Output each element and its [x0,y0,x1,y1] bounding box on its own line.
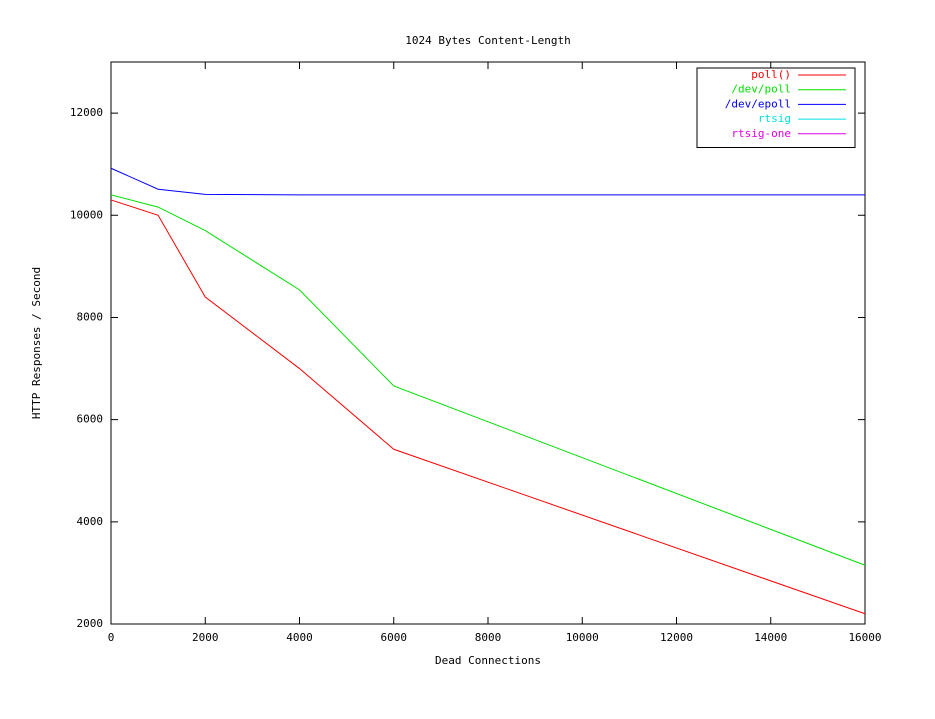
y-tick-label: 12000 [70,106,103,119]
y-tick-label: 4000 [77,515,104,528]
x-tick-label: 2000 [192,631,219,644]
x-axis-label: Dead Connections [435,654,541,667]
y-tick-label: 6000 [77,413,104,426]
legend-label: poll() [751,68,791,81]
y-tick-label: 10000 [70,208,103,221]
legend-label: /dev/poll [731,83,791,96]
x-tick-label: 8000 [475,631,502,644]
x-tick-label: 16000 [848,631,881,644]
y-tick-label: 2000 [77,617,104,630]
y-axis-label: HTTP Responses / Second [30,267,43,419]
x-tick-label: 4000 [286,631,313,644]
x-tick-label: 0 [108,631,115,644]
x-tick-label: 6000 [381,631,408,644]
legend-label: rtsig [758,112,791,125]
legend-label: rtsig-one [731,127,791,140]
x-tick-label: 12000 [660,631,693,644]
series-line [110,199,866,615]
y-tick-label: 8000 [77,310,104,323]
chart-title: 1024 Bytes Content-Length [405,34,571,47]
legend-label: /dev/epoll [725,97,791,110]
series-line [110,194,866,566]
x-tick-label: 10000 [566,631,599,644]
x-tick-label: 14000 [754,631,787,644]
series-line [110,167,865,196]
